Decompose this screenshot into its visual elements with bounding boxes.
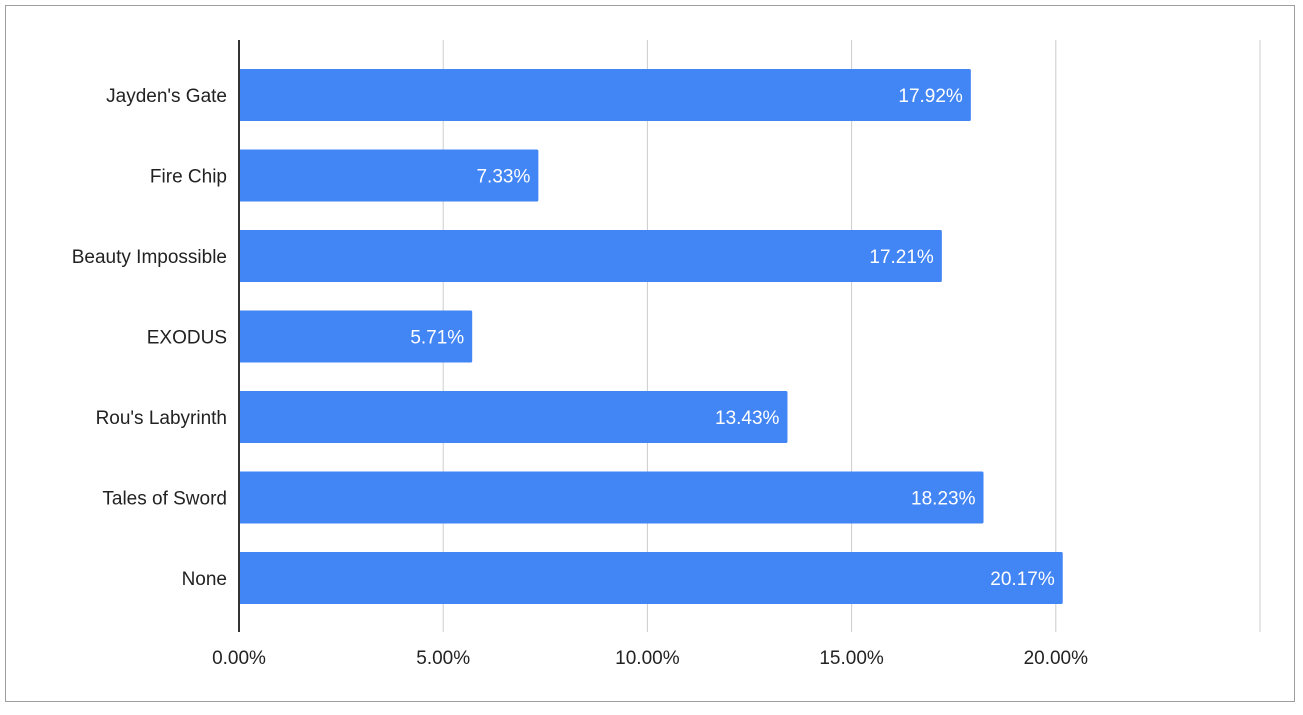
data-label: 13.43% xyxy=(715,408,780,429)
bar xyxy=(239,230,942,282)
bar xyxy=(239,471,984,524)
category-label: Beauty Impossible xyxy=(72,247,227,268)
category-label: Fire Chip xyxy=(150,167,227,188)
x-tick-label: 20.00% xyxy=(1024,648,1089,669)
x-tick-label: 15.00% xyxy=(819,648,884,669)
category-label: Tales of Sword xyxy=(102,489,227,510)
data-label: 17.21% xyxy=(869,247,934,268)
bar xyxy=(239,552,1063,604)
data-label: 7.33% xyxy=(476,167,530,188)
data-label: 18.23% xyxy=(911,489,976,510)
x-tick-label: 10.00% xyxy=(615,648,680,669)
category-label: None xyxy=(182,569,227,590)
x-tick-label: 0.00% xyxy=(212,648,266,669)
category-label: EXODUS xyxy=(147,328,227,349)
bar xyxy=(239,391,788,443)
bar xyxy=(239,310,473,363)
bar xyxy=(239,69,971,121)
x-tick-label: 5.00% xyxy=(416,648,470,669)
bar xyxy=(239,149,539,202)
category-label: Rou's Labyrinth xyxy=(96,408,227,429)
category-label: Jayden's Gate xyxy=(106,86,227,107)
data-label: 17.92% xyxy=(898,86,963,107)
data-label: 5.71% xyxy=(410,328,464,349)
data-label: 20.17% xyxy=(990,569,1055,590)
